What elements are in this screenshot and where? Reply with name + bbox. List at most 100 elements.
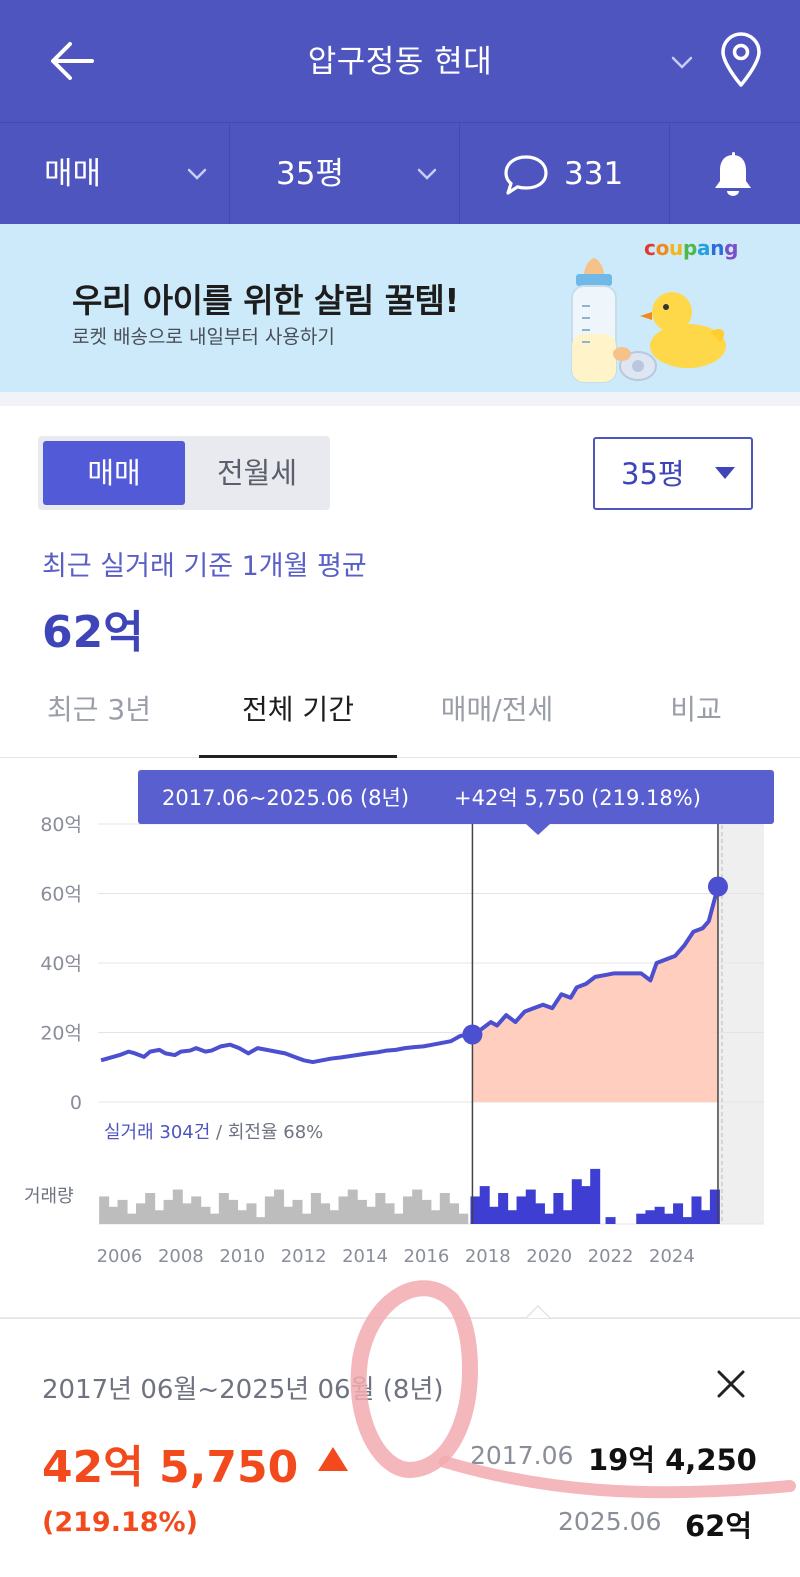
volume-bar xyxy=(320,1203,331,1224)
size-dropdown[interactable]: 35평 xyxy=(593,437,753,510)
x-tick-label: 2024 xyxy=(649,1246,695,1267)
logo-letter: c xyxy=(644,236,656,260)
volume-bar xyxy=(507,1210,518,1224)
logo-letter: o xyxy=(655,236,670,260)
summary-period: 2017년 06월~2025년 06월 (8년) xyxy=(42,1375,444,1405)
comments-button[interactable]: 331 xyxy=(460,123,670,224)
tab-sale-vs-lease[interactable]: 매매/전세 xyxy=(440,693,554,726)
x-tick-label: 2014 xyxy=(342,1246,388,1267)
volume-bar xyxy=(402,1196,413,1224)
volume-bar xyxy=(654,1206,665,1224)
volume-bar xyxy=(663,1213,674,1224)
ad-banner[interactable]: coupang 우리 아이를 위한 살림 꿀템! 로켓 배송으로 내일부터 사용… xyxy=(0,224,800,392)
average-price-label: 최근 실거래 기준 1개월 평균 xyxy=(42,551,367,582)
active-tab-indicator xyxy=(199,755,397,758)
volume-bar xyxy=(488,1206,499,1224)
speech-bubble-icon xyxy=(504,155,548,195)
chart-bottom-divider xyxy=(0,1304,800,1319)
baby-products-illustration xyxy=(571,258,726,383)
selected-range-area xyxy=(472,886,718,1102)
x-tick-label: 2010 xyxy=(219,1246,265,1267)
logo-letter: p xyxy=(682,236,697,260)
back-button[interactable] xyxy=(48,38,96,84)
volume-bar xyxy=(274,1189,285,1224)
baby-bottle-icon xyxy=(571,258,617,383)
chevron-down-icon xyxy=(187,168,207,180)
volume-bar xyxy=(412,1189,423,1224)
tab-all-period[interactable]: 전체 기간 xyxy=(242,693,354,726)
volume-bar xyxy=(516,1196,527,1224)
volume-bar xyxy=(135,1203,146,1224)
volume-bar xyxy=(449,1203,460,1224)
tooltip-bubble xyxy=(138,770,774,824)
close-summary-button[interactable] xyxy=(712,1365,750,1403)
summary-to-date: 2025.06 xyxy=(558,1507,662,1536)
volume-bar xyxy=(430,1210,441,1224)
y-tick-label: 20억 xyxy=(40,1023,82,1045)
volume-bar xyxy=(636,1213,647,1224)
location-button[interactable] xyxy=(718,32,764,88)
x-tick-label: 2018 xyxy=(465,1246,511,1267)
volume-bar xyxy=(163,1199,174,1224)
size-filter[interactable]: 35평 xyxy=(230,123,460,224)
tooltip-range: 2017.06~2025.06 (8년) xyxy=(162,786,409,810)
summary-change-amount: 42억 5,750 xyxy=(42,1442,299,1493)
segment-sale[interactable]: 매매 xyxy=(43,441,185,505)
page-title[interactable]: 압구정동 현대 xyxy=(307,44,493,80)
size-dropdown-value: 35평 xyxy=(621,457,685,491)
volume-bar xyxy=(182,1203,193,1224)
tooltip-change: +42억 5,750 (219.18%) xyxy=(454,786,701,810)
x-tick-label: 2008 xyxy=(158,1246,204,1267)
volume-bar xyxy=(108,1206,119,1224)
price-line xyxy=(100,886,720,1065)
y-tick-label: 40억 xyxy=(40,953,82,975)
volume-bar xyxy=(709,1189,720,1224)
volume-bar xyxy=(700,1210,711,1224)
pacifier-icon xyxy=(613,347,657,381)
tab-recent-3-years[interactable]: 최근 3년 xyxy=(47,693,151,726)
volume-bar xyxy=(580,1186,591,1224)
chevron-down-icon xyxy=(417,168,437,180)
average-price-value: 62억 xyxy=(42,607,144,658)
volume-bar xyxy=(283,1206,294,1224)
volume-bar xyxy=(237,1210,248,1224)
segment-rent[interactable]: 전월세 xyxy=(216,456,298,490)
volume-bar xyxy=(384,1203,395,1224)
volume-bar xyxy=(590,1168,601,1224)
logo-letter: u xyxy=(669,236,683,260)
volume-bar xyxy=(310,1193,321,1224)
y-tick-label: 60억 xyxy=(40,884,82,906)
volume-bar xyxy=(338,1196,349,1224)
trade-type-filter[interactable]: 매매 xyxy=(0,123,230,224)
volume-bar xyxy=(525,1189,536,1224)
summary-from-price: 19억 4,250 xyxy=(588,1443,757,1477)
map-pin-icon xyxy=(721,32,761,87)
volume-bar xyxy=(458,1213,469,1224)
volume-bar xyxy=(682,1217,693,1224)
volume-bar xyxy=(126,1213,137,1224)
notification-button[interactable] xyxy=(670,123,800,224)
transactions-caption: 실거래 304건 / 회전율 68% xyxy=(104,1122,323,1143)
triangle-up-icon xyxy=(318,1447,348,1471)
close-icon xyxy=(717,1370,745,1398)
volume-bar xyxy=(154,1210,165,1224)
volume-bar xyxy=(498,1193,509,1224)
caret-down-icon xyxy=(715,467,735,479)
chevron-down-icon xyxy=(671,56,693,69)
banner-subtitle: 로켓 배송으로 내일부터 사용하기 xyxy=(72,326,335,348)
price-chart[interactable]: 80억 60억 40억 20억 0 2017.06~2025.06 (8년) +42억 5,… xyxy=(0,758,800,1290)
volume-bar xyxy=(145,1193,156,1224)
period-summary-card: 2017년 06월~2025년 06월 (8년) 42억 5,750 (219.… xyxy=(0,1318,800,1577)
tab-compare[interactable]: 비교 xyxy=(670,693,722,726)
volume-bar xyxy=(264,1196,275,1224)
volume-bar xyxy=(673,1203,684,1224)
logo-letter: n xyxy=(710,236,725,260)
y-tick-label: 80억 xyxy=(40,814,82,836)
volume-bar xyxy=(246,1203,257,1224)
x-tick-label: 2022 xyxy=(588,1246,634,1267)
title-dropdown-toggle[interactable] xyxy=(668,48,696,76)
volume-bar xyxy=(200,1206,211,1224)
x-tick-label: 2006 xyxy=(97,1246,143,1267)
summary-from-date: 2017.06 xyxy=(470,1441,574,1470)
volume-bar xyxy=(172,1189,183,1224)
